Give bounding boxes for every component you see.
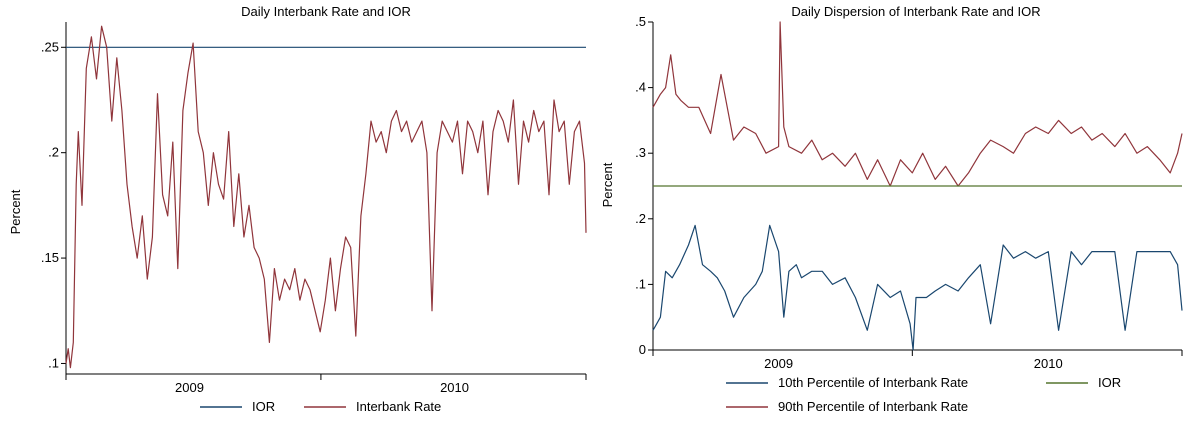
plot-area: .5 .4 .3 .2 .1 0 2009 2010 — [635, 14, 1183, 371]
legend-label: IOR — [252, 399, 275, 414]
legend-label: IOR — [1098, 375, 1121, 390]
chart-title: Daily Dispersion of Interbank Rate and I… — [791, 4, 1040, 19]
y-tick-label: .15 — [41, 250, 59, 265]
legend-label: 10th Percentile of Interbank Rate — [778, 375, 968, 390]
legend-label: 90th Percentile of Interbank Rate — [778, 399, 968, 414]
x-tick-label: 2010 — [440, 380, 469, 395]
dispersion-chart: Daily Dispersion of Interbank Rate and I… — [600, 4, 1183, 414]
y-tick-label: .2 — [635, 211, 646, 226]
x-tick-label: 2009 — [764, 356, 793, 371]
y-tick-label: .2 — [48, 145, 59, 160]
x-tick-label: 2009 — [175, 380, 204, 395]
y-axis-label: Percent — [8, 189, 23, 234]
chart-title: Daily Interbank Rate and IOR — [241, 4, 411, 19]
x-tick-label: 2010 — [1034, 356, 1063, 371]
y-tick-label: .25 — [41, 39, 59, 54]
y-tick-label: .1 — [48, 355, 59, 370]
series-line — [652, 224, 1183, 351]
legend: IOR Interbank Rate — [200, 399, 441, 414]
y-tick-label: .1 — [635, 276, 646, 291]
series-line — [65, 25, 587, 369]
plot-area: .25 .2 .15 .1 2009 2010 — [41, 22, 587, 395]
y-tick-label: .4 — [635, 80, 646, 95]
interbank-rate-chart: Daily Interbank Rate and IOR Percent .25… — [8, 4, 587, 414]
legend-label: Interbank Rate — [356, 399, 441, 414]
y-axis-label: Percent — [600, 162, 615, 207]
y-tick-label: 0 — [639, 342, 646, 357]
y-tick-label: .3 — [635, 145, 646, 160]
series-line — [652, 21, 1183, 187]
y-tick-label: .5 — [635, 14, 646, 29]
legend: 10th Percentile of Interbank Rate IOR 90th… — [726, 375, 1121, 414]
